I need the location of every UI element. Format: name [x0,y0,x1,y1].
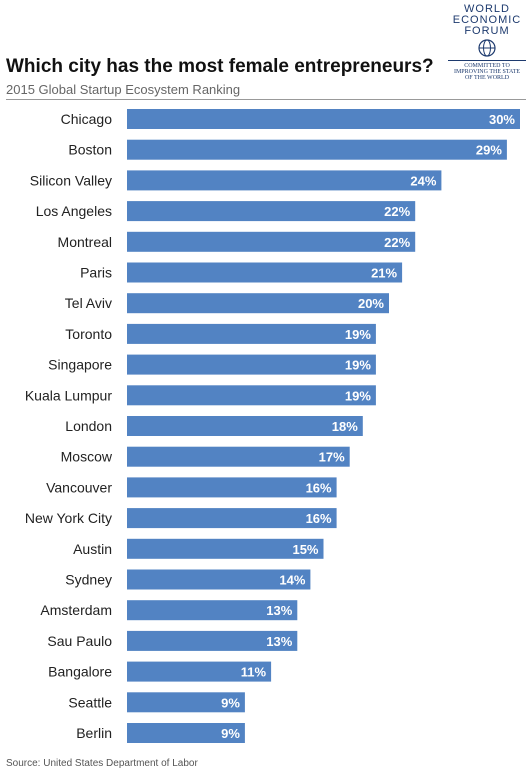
logo-tagline: COMMITTED TO IMPROVING THE STATE OF THE … [448,60,526,81]
bar-moscow [127,446,350,467]
category-label-austin: Austin [73,541,112,557]
bar-london [127,416,363,436]
value-label-paris: 21% [371,266,397,281]
category-label-tel-aviv: Tel Aviv [65,295,112,311]
chart-title: Which city has the most female entrepren… [6,56,434,77]
bar-sydney [127,569,311,590]
bar-singapore [127,354,376,375]
source-note: Source: United States Department of Labo… [6,758,198,769]
value-label-los-angeles: 22% [384,204,410,219]
category-label-berlin: Berlin [76,725,112,741]
value-label-bangalore: 11% [241,665,267,680]
category-label-montreal: Montreal [58,234,112,250]
value-label-sydney: 14% [279,573,305,588]
category-label-moscow: Moscow [61,449,113,465]
category-label-new-york-city: New York City [25,510,112,526]
bar-silicon-valley [127,170,442,191]
value-label-sau-paulo: 13% [266,634,292,649]
value-label-tel-aviv: 20% [358,296,384,311]
bar-boston [127,139,507,160]
category-label-singapore: Singapore [48,357,112,373]
bar-seattle [127,692,245,713]
value-label-austin: 15% [292,542,318,557]
value-label-singapore: 19% [345,358,371,373]
category-label-los-angeles: Los Angeles [36,203,112,219]
bar-paris [127,262,403,283]
category-label-london: London [65,418,112,434]
value-label-amsterdam: 13% [266,603,292,618]
value-label-montreal: 22% [384,235,410,250]
value-label-boston: 29% [476,143,502,158]
value-label-vancouver: 16% [306,480,332,495]
bar-berlin [127,723,245,743]
logo-tagline-2: IMPROVING THE STATE [453,69,521,75]
bar-tel-aviv [127,293,389,314]
category-label-vancouver: Vancouver [46,479,112,495]
value-label-new-york-city: 16% [306,511,332,526]
bar-toronto [127,323,376,344]
category-label-sydney: Sydney [65,572,112,588]
value-label-silicon-valley: 24% [410,173,436,188]
bar-los-angeles [127,201,416,222]
globe-icon [478,39,496,57]
chart-subtitle: 2015 Global Startup Ecosystem Ranking [6,82,241,97]
category-label-toronto: Toronto [65,326,112,342]
value-label-toronto: 19% [345,327,371,342]
category-label-paris: Paris [80,265,112,281]
logo-line-1: WORLD [464,3,510,15]
bar-chart: Chicago 30% Boston 29% Silicon Valley 24% Los … [25,109,520,743]
bar-montreal [127,231,416,252]
value-label-seattle: 9% [221,695,240,710]
logo-line-2: ECONOMIC [452,14,522,26]
title-divider [6,99,526,100]
logo-tagline-3: OF THE WORLD [464,75,510,81]
wef-logo: WORLD ECONOMIC FORUM COMMITTED TO IMPROV… [448,4,526,81]
value-label-chicago: 30% [489,112,515,127]
bar-vancouver [127,477,337,498]
bar-kuala-lumpur [127,385,376,406]
value-label-moscow: 17% [319,450,345,465]
value-label-london: 18% [332,419,358,434]
category-label-bangalore: Bangalore [48,664,112,680]
value-label-kuala-lumpur: 19% [345,388,371,403]
category-label-kuala-lumpur: Kuala Lumpur [25,387,113,403]
category-label-sau-paulo: Sau Paulo [47,633,112,649]
category-label-chicago: Chicago [61,111,113,127]
category-label-silicon-valley: Silicon Valley [30,172,112,188]
bar-sau-paulo [127,630,298,651]
bar-austin [127,538,324,559]
value-label-berlin: 9% [221,726,240,741]
logo-line-3: FORUM [464,25,510,37]
bar-bangalore [127,661,272,682]
category-label-boston: Boston [68,142,112,158]
bar-amsterdam [127,600,298,621]
bar-chicago [127,109,520,129]
category-label-seattle: Seattle [68,694,112,710]
category-label-amsterdam: Amsterdam [40,602,112,618]
bar-new-york-city [127,508,337,529]
logo-tagline-1: COMMITTED TO [464,63,510,69]
